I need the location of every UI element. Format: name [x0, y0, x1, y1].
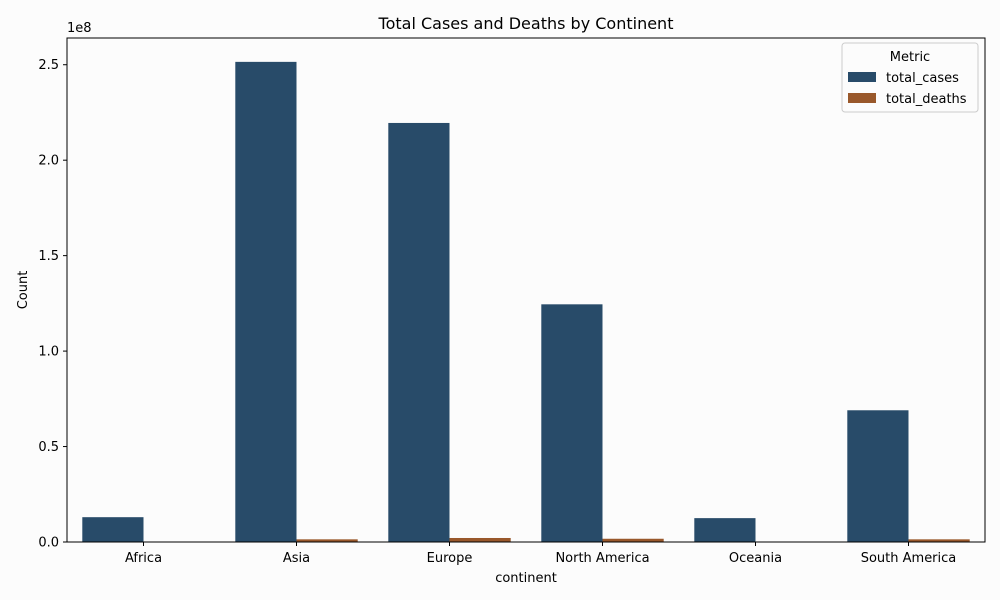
y-tick-label: 0.5	[38, 440, 59, 455]
y-tick-label: 2.5	[38, 58, 59, 73]
bar-total_cases-africa	[82, 517, 144, 542]
x-tick-label: Africa	[125, 551, 162, 566]
x-tick-label: North America	[555, 551, 649, 566]
plot-area	[66, 37, 986, 543]
y-tick-label: 0.0	[38, 536, 59, 551]
bar-total_cases-south-america	[847, 410, 909, 542]
bar-total_deaths-europe	[449, 537, 511, 542]
plot-frame	[66, 37, 986, 543]
y-tick-label: 1.0	[38, 345, 59, 360]
legend-label-total_cases: total_cases	[886, 71, 959, 86]
x-tick-label: Asia	[283, 551, 310, 566]
x-axis-label: continent	[495, 571, 557, 586]
y-axis-label: Count	[16, 271, 31, 310]
x-tick-label: Oceania	[729, 551, 782, 566]
bar-total_cases-north-america	[541, 304, 603, 542]
legend-label-total_deaths: total_deaths	[886, 92, 967, 107]
legend-swatch-total_cases	[848, 72, 876, 82]
bar-total_cases-europe	[388, 122, 450, 543]
chart-title: Total Cases and Deaths by Continent	[378, 14, 674, 33]
x-tick-label: South America	[861, 551, 957, 566]
bar-total_deaths-asia	[296, 539, 358, 542]
legend-title: Metric	[890, 50, 930, 65]
bar-total_cases-oceania	[694, 518, 756, 542]
legend: Metric total_cases total_deaths	[841, 42, 979, 113]
y-tick-label: 2.0	[38, 154, 59, 169]
y-axis: 0.0 0.5 1.0 1.5 2.0 2.5	[38, 58, 67, 551]
bar-total_deaths-north-america	[602, 538, 664, 542]
legend-swatch-total_deaths	[848, 93, 876, 103]
x-axis: Africa Asia Europe North America Oceania Sout…	[125, 542, 956, 566]
bar-total_deaths-south-america	[908, 539, 970, 542]
y-axis-offset-label: 1e8	[67, 21, 92, 36]
y-tick-label: 1.5	[38, 249, 59, 264]
bar-total_cases-asia	[235, 61, 297, 542]
x-tick-label: Europe	[427, 551, 473, 566]
